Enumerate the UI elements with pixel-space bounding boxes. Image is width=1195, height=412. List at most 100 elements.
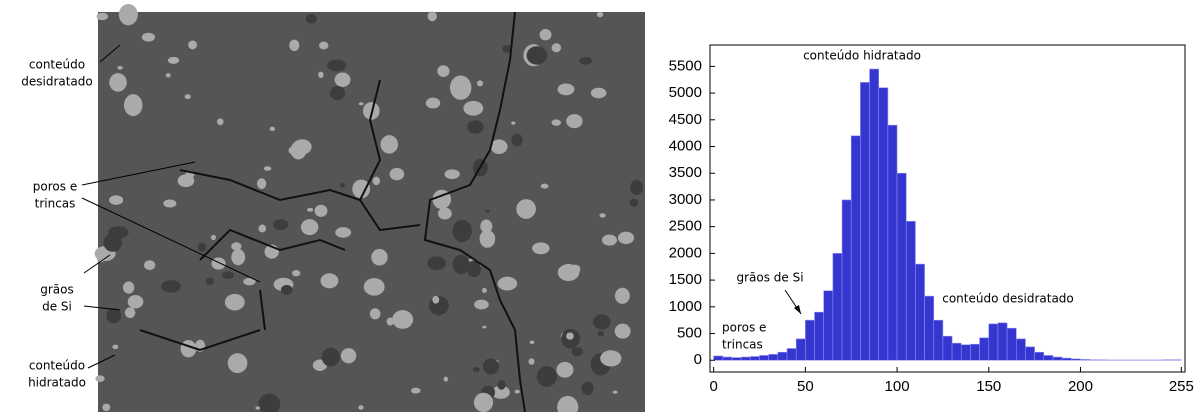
image-annotation: conteúdo [29,58,85,72]
grain [613,390,618,393]
bar [1090,360,1099,361]
grain [438,208,452,220]
grain [168,57,179,64]
bar [1163,360,1172,361]
bar [1035,352,1044,360]
grain [541,184,549,189]
grain [572,347,583,356]
grain [497,380,505,390]
grain [615,324,631,339]
figure: conteúdodesidratadoporos etrincasgrãosde… [0,0,1195,412]
grain [142,33,155,42]
x-tick-label: 50 [797,378,814,395]
grain [125,307,136,318]
bar [989,324,998,360]
grain [392,310,413,329]
bar [1062,358,1071,360]
bar [723,357,732,360]
bar [714,356,723,360]
grain [591,88,607,99]
image-annotation: grãos [40,283,74,297]
grain [301,219,319,235]
bar [1080,359,1089,360]
y-tick-label: 500 [677,324,702,341]
grain [185,94,191,99]
y-tick-label: 5000 [669,84,702,101]
grain [387,318,394,326]
grain [124,94,143,116]
y-tick-label: 3000 [669,191,702,208]
bar [906,221,915,360]
grain [579,57,592,65]
grain [109,195,123,205]
grain [178,174,195,187]
grain [188,41,197,50]
grain [530,340,535,344]
grain [340,183,345,188]
grain [529,358,535,365]
grain [380,135,398,153]
grain [289,40,299,51]
grain [593,314,611,329]
bar [796,339,805,360]
grain [552,119,561,125]
grain [515,390,520,394]
grain [427,256,446,270]
bar [1025,347,1034,360]
grain [341,348,356,363]
bar [925,296,934,360]
grain [198,243,206,252]
grain [163,200,176,208]
grain [307,208,313,212]
grain [600,350,621,366]
grain [516,199,536,219]
grain [540,29,552,40]
grain [474,300,489,310]
grain [373,177,380,186]
grain [597,12,603,17]
bar [741,357,750,360]
grain [211,257,225,269]
bar [915,264,924,360]
grain [390,168,405,180]
grain [112,345,118,349]
bar [1071,359,1080,360]
grain [211,235,216,240]
grain [558,264,580,281]
grain [335,73,351,88]
grain [581,382,593,396]
x-tick-label: 200 [1068,378,1093,395]
grain [228,353,248,373]
bar [943,336,952,360]
bar [998,323,1007,360]
bar [870,69,879,360]
bar [760,355,769,360]
bar [1044,355,1053,360]
grain [444,377,448,382]
grain [615,288,630,304]
grain [477,80,483,86]
bar [879,88,888,361]
grain [566,332,574,339]
grain [618,232,634,244]
grain [527,46,548,65]
grain [467,120,484,133]
grain [231,242,241,250]
bar [833,253,842,360]
grain [123,281,134,293]
grain [359,102,364,105]
bar [1172,360,1181,361]
grain [119,4,138,25]
bar [1016,339,1025,360]
grain [437,65,449,77]
grain [321,273,339,288]
grain [206,278,214,285]
grain [452,220,471,242]
grain [485,210,490,213]
grain [106,308,121,323]
grain [364,278,385,296]
y-tick-label: 2000 [669,244,702,261]
grain [602,235,617,246]
grain [225,294,245,311]
grain [255,406,260,409]
